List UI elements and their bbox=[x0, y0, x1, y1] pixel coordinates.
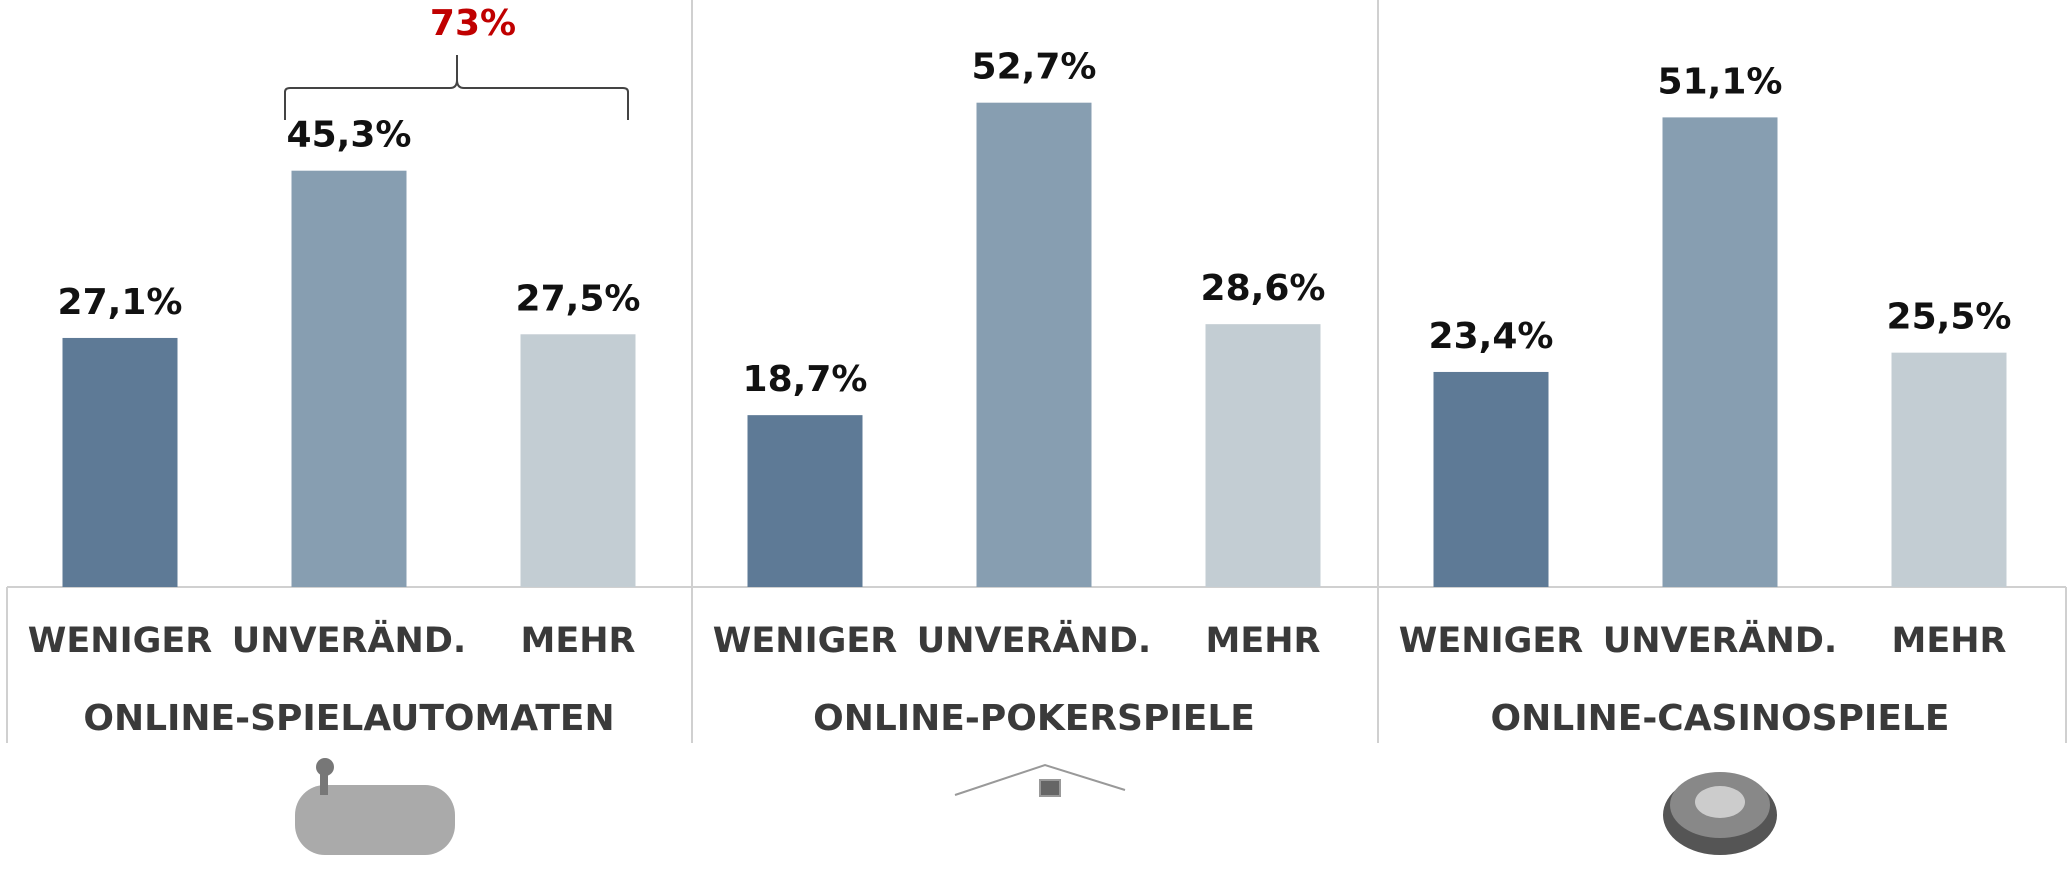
category-label: MEHR bbox=[521, 621, 636, 661]
bar bbox=[747, 415, 863, 587]
category-label: UNVERÄND. bbox=[232, 619, 466, 661]
annotation: 73% bbox=[430, 3, 516, 44]
bar bbox=[291, 170, 407, 587]
category-label: WENIGER bbox=[28, 621, 212, 661]
value-label: 52,7% bbox=[972, 47, 1097, 88]
value-label: 25,5% bbox=[1887, 297, 2012, 338]
value-label: 27,1% bbox=[58, 282, 183, 323]
category-label: UNVERÄND. bbox=[917, 619, 1151, 661]
bar bbox=[62, 337, 178, 587]
category-label: WENIGER bbox=[1399, 621, 1583, 661]
bar bbox=[1433, 371, 1549, 587]
bar bbox=[1891, 352, 2007, 587]
icon-roulette bbox=[1663, 772, 1777, 855]
value-label: 28,6% bbox=[1201, 268, 1326, 309]
category-label: MEHR bbox=[1206, 621, 1321, 661]
icon-cards bbox=[954, 763, 1126, 797]
category-label: UNVERÄND. bbox=[1603, 619, 1837, 661]
bar bbox=[520, 334, 636, 587]
value-label: 45,3% bbox=[287, 115, 412, 156]
value-label: 51,1% bbox=[1658, 61, 1783, 102]
icon-slot bbox=[295, 758, 455, 855]
group-title: ONLINE-POKERSPIELE bbox=[813, 698, 1255, 739]
value-label: 27,5% bbox=[516, 278, 641, 319]
group-title: ONLINE-CASINOSPIELE bbox=[1491, 698, 1950, 739]
value-label: 23,4% bbox=[1429, 316, 1554, 357]
bar bbox=[1205, 324, 1321, 587]
bar bbox=[1662, 117, 1778, 588]
value-label: 18,7% bbox=[743, 359, 868, 400]
group-title: ONLINE-SPIELAUTOMATEN bbox=[83, 698, 614, 739]
brace bbox=[284, 55, 629, 120]
bar bbox=[976, 102, 1092, 587]
category-label: WENIGER bbox=[713, 621, 897, 661]
category-label: MEHR bbox=[1892, 621, 2007, 661]
